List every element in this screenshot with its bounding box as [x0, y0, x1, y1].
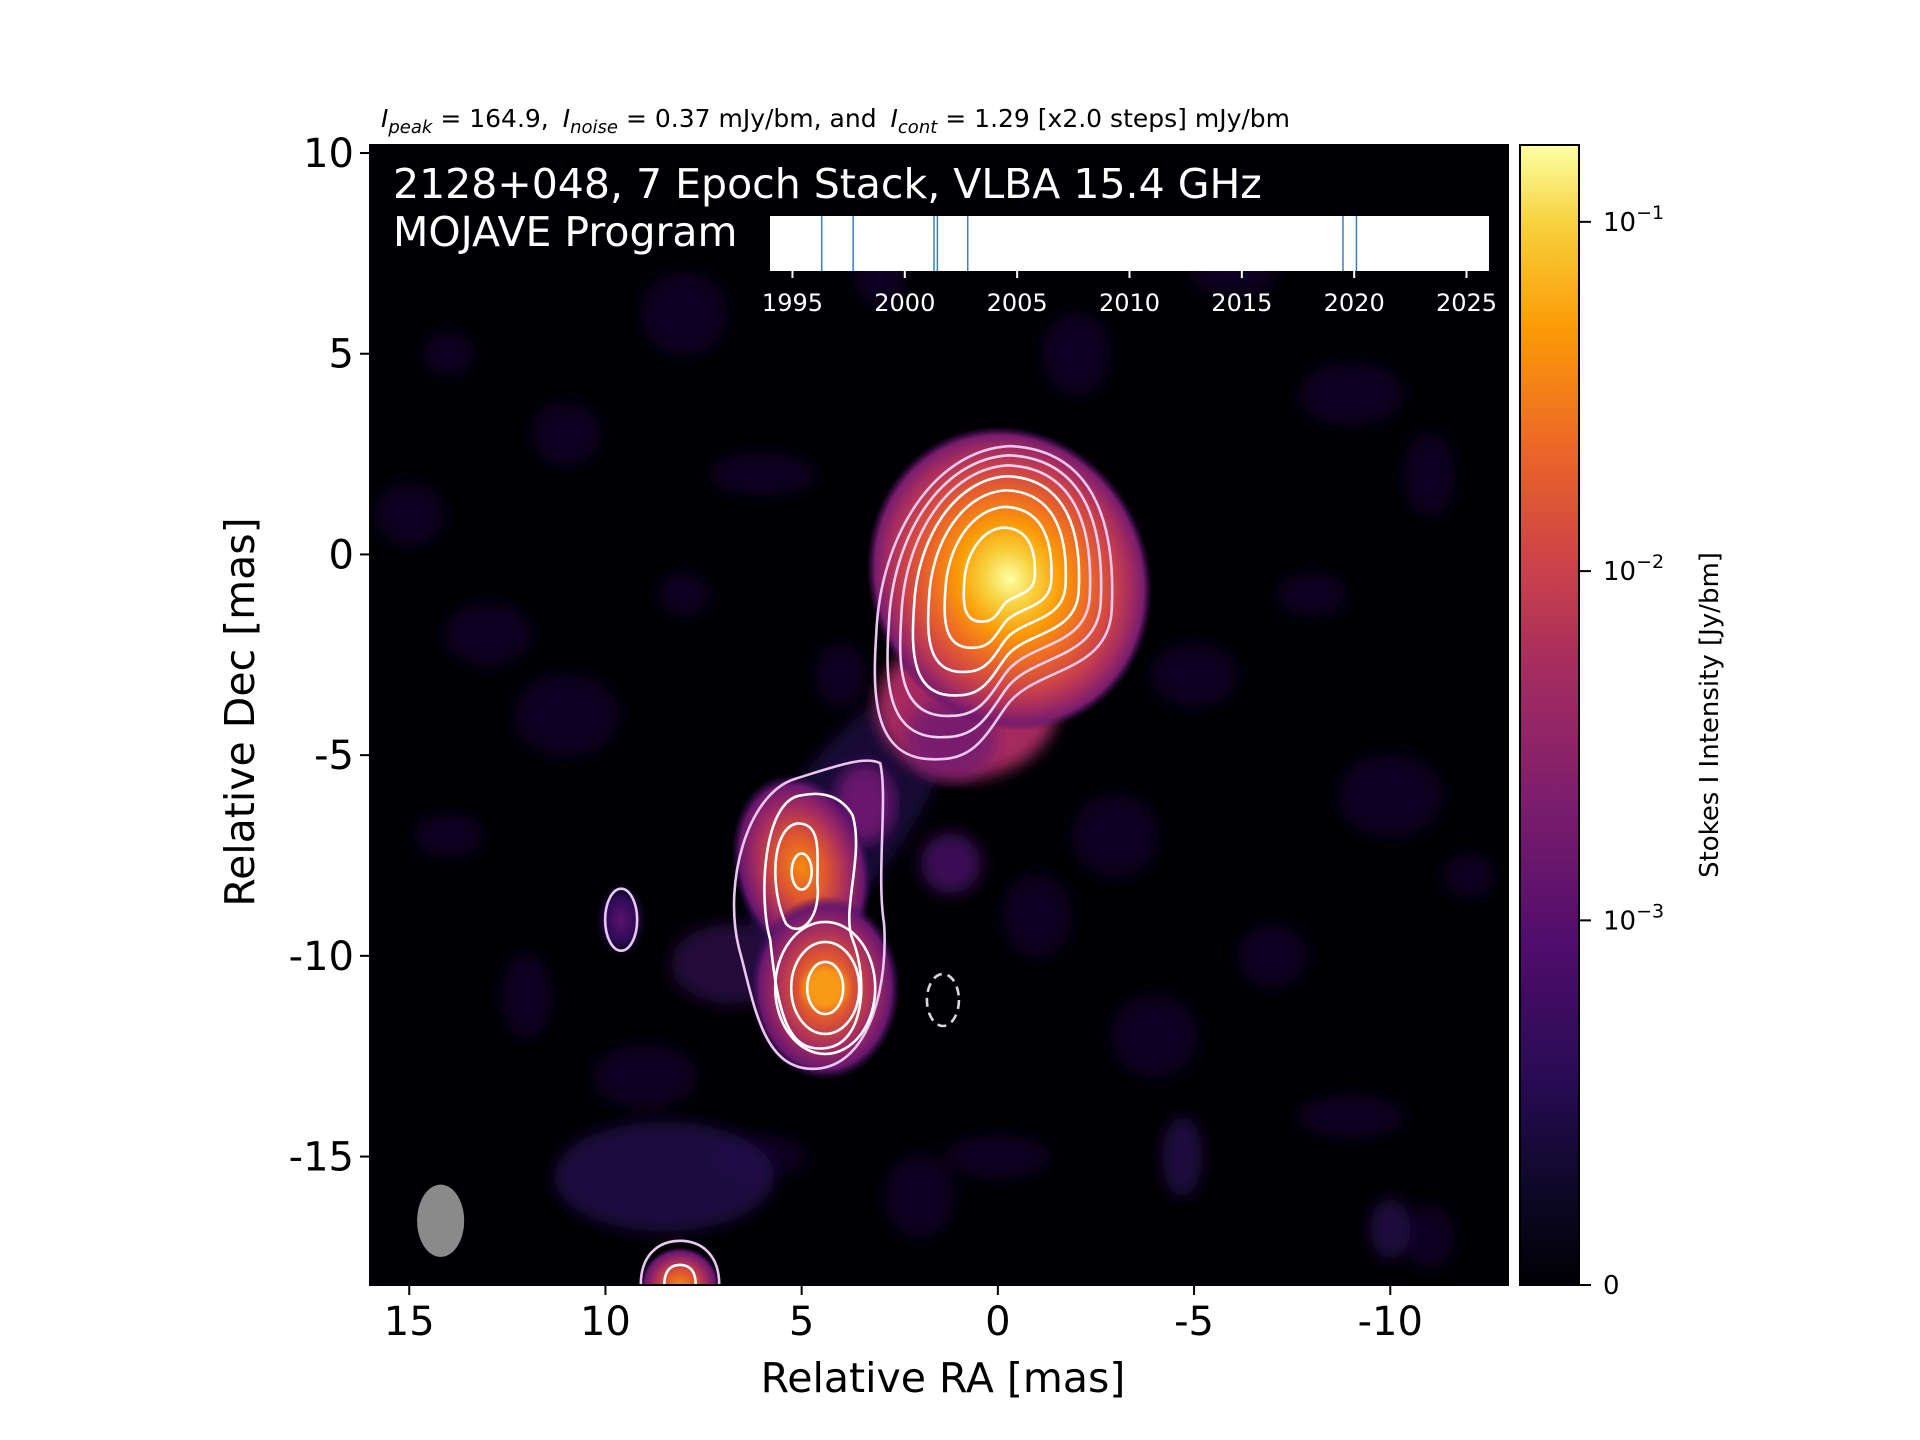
contour-knot-b-3: [805, 960, 845, 1016]
y-axis: 10 5 0 -5 -10 -15: [289, 131, 370, 1181]
image-panel: [369, 144, 1509, 1286]
contour-isolated-blob: [603, 887, 639, 953]
faint-spot: [920, 833, 981, 894]
y-tick-label: 0: [329, 532, 354, 578]
y-tick-label: -10: [289, 934, 354, 980]
colorbar-gradient: [1519, 144, 1580, 1286]
noise-blotch: [1002, 873, 1073, 958]
noise-blotch: [814, 642, 867, 707]
y-tick-label: -5: [314, 733, 354, 779]
contour-jet-peak-a: [790, 852, 813, 891]
haze-bottom: [554, 1121, 775, 1232]
x-tick-label: 0: [985, 1299, 1010, 1345]
noise-blotch: [1337, 753, 1444, 838]
noise-blotch: [657, 572, 710, 617]
noise-blotch: [944, 1134, 1051, 1179]
y-tick-label: 5: [329, 332, 354, 378]
noise-blotch: [443, 602, 532, 667]
colorbar-tick-label: 0: [1603, 1271, 1620, 1301]
timeline-tick-label: 2025: [1436, 289, 1497, 317]
x-axis-label: Relative RA [mas]: [761, 1354, 1126, 1402]
timeline-tick-label: 2020: [1324, 289, 1385, 317]
timeline-box: [770, 216, 1489, 271]
jet-knot-b-peak: [803, 965, 848, 1010]
y-tick-label: -15: [289, 1135, 354, 1181]
contour-bottom-blob-1: [639, 1239, 721, 1285]
noise-blotch: [500, 953, 553, 1038]
program-title: MOJAVE Program: [393, 208, 737, 256]
colorbar-label: Stokes I Intensity [Jy/bm]: [1695, 552, 1725, 878]
timeline-tick-label: 2005: [987, 289, 1048, 317]
timeline-tick-label: 2010: [1099, 289, 1160, 317]
contour-jet-3: [774, 822, 820, 931]
x-tick-label: -5: [1174, 1299, 1214, 1345]
contour-level-3: [898, 464, 1092, 718]
noise-blotch: [531, 402, 602, 467]
noise-blotch: [1276, 572, 1347, 617]
noise-blotch: [1110, 994, 1199, 1079]
noise-blotch: [1298, 361, 1405, 426]
contour-bottom-blob-2: [663, 1263, 698, 1285]
negative-contour: [925, 972, 961, 1028]
noise-blotch: [1150, 642, 1239, 707]
y-axis-label: Relative Dec [mas]: [216, 517, 264, 906]
noise-blotch: [513, 673, 620, 757]
contour-level-5: [926, 488, 1068, 674]
timeline-tick-label: 2000: [874, 289, 935, 317]
noise-blotch: [884, 1154, 955, 1239]
contour-jet-2: [763, 792, 863, 1050]
contour-knot-b-2: [789, 940, 861, 1036]
contour-level-4: [911, 474, 1081, 697]
noise-blotch: [1237, 923, 1308, 988]
contour-level-6: [943, 505, 1053, 650]
x-tick-label: 15: [384, 1299, 435, 1345]
contour-jet-1: [732, 759, 886, 1071]
faint-spot: [1162, 1116, 1203, 1197]
noise-blotch: [413, 813, 484, 858]
beam-ellipse: [417, 1184, 465, 1257]
contour-level-7: [962, 526, 1037, 623]
colorbar-tick-label: 10−2: [1603, 551, 1664, 587]
isolated-blob-emission: [595, 881, 648, 958]
faint-spot: [1370, 1198, 1411, 1259]
noise-blotch: [1403, 432, 1456, 517]
colorbar: 10−1 10−2 10−3 0 Stokes I Intensity [Jy/bm]: [1519, 144, 1725, 1301]
x-tick-label: 5: [789, 1299, 814, 1345]
timeline-tick-label: 2015: [1211, 289, 1272, 317]
noise-blotch: [422, 331, 475, 376]
core-emission: [866, 426, 1153, 732]
colorbar-tick-label: 10−1: [1603, 202, 1664, 238]
timeline-tick-label: 1995: [762, 289, 823, 317]
x-tick-label: 10: [580, 1299, 631, 1345]
contour-layer: [417, 444, 1114, 1285]
header-stats: Ipeak = 164.9, Inoise = 0.37 mJy/bm, and I…: [381, 104, 1290, 138]
noise-blotch: [1041, 311, 1112, 396]
noise-blotch: [1071, 793, 1160, 878]
colorbar-tick-label: 10−3: [1603, 900, 1664, 936]
epoch-timeline: 1995 2000 2005 2010 2015 2020 2025: [762, 216, 1497, 317]
y-tick-label: 10: [303, 131, 354, 177]
noise-blotch: [591, 1044, 698, 1109]
noise-blotch: [709, 452, 816, 497]
noise-blotch: [1403, 1204, 1456, 1269]
noise-blotch: [1442, 853, 1495, 898]
plot-frame: [369, 144, 1509, 1286]
contour-level-1: [873, 444, 1114, 761]
noise-blotch: [639, 271, 728, 356]
x-tick-label: -10: [1358, 1299, 1423, 1345]
contour-level-2: [886, 453, 1103, 739]
noise-blotch: [374, 482, 445, 547]
source-title: 2128+048, 7 Epoch Stack, VLBA 15.4 GHz: [393, 160, 1262, 208]
x-axis: 15 10 5 0 -5 -10: [384, 1285, 1423, 1345]
contour-knot-b-1: [773, 920, 877, 1056]
noise-blotch: [1298, 1094, 1405, 1139]
